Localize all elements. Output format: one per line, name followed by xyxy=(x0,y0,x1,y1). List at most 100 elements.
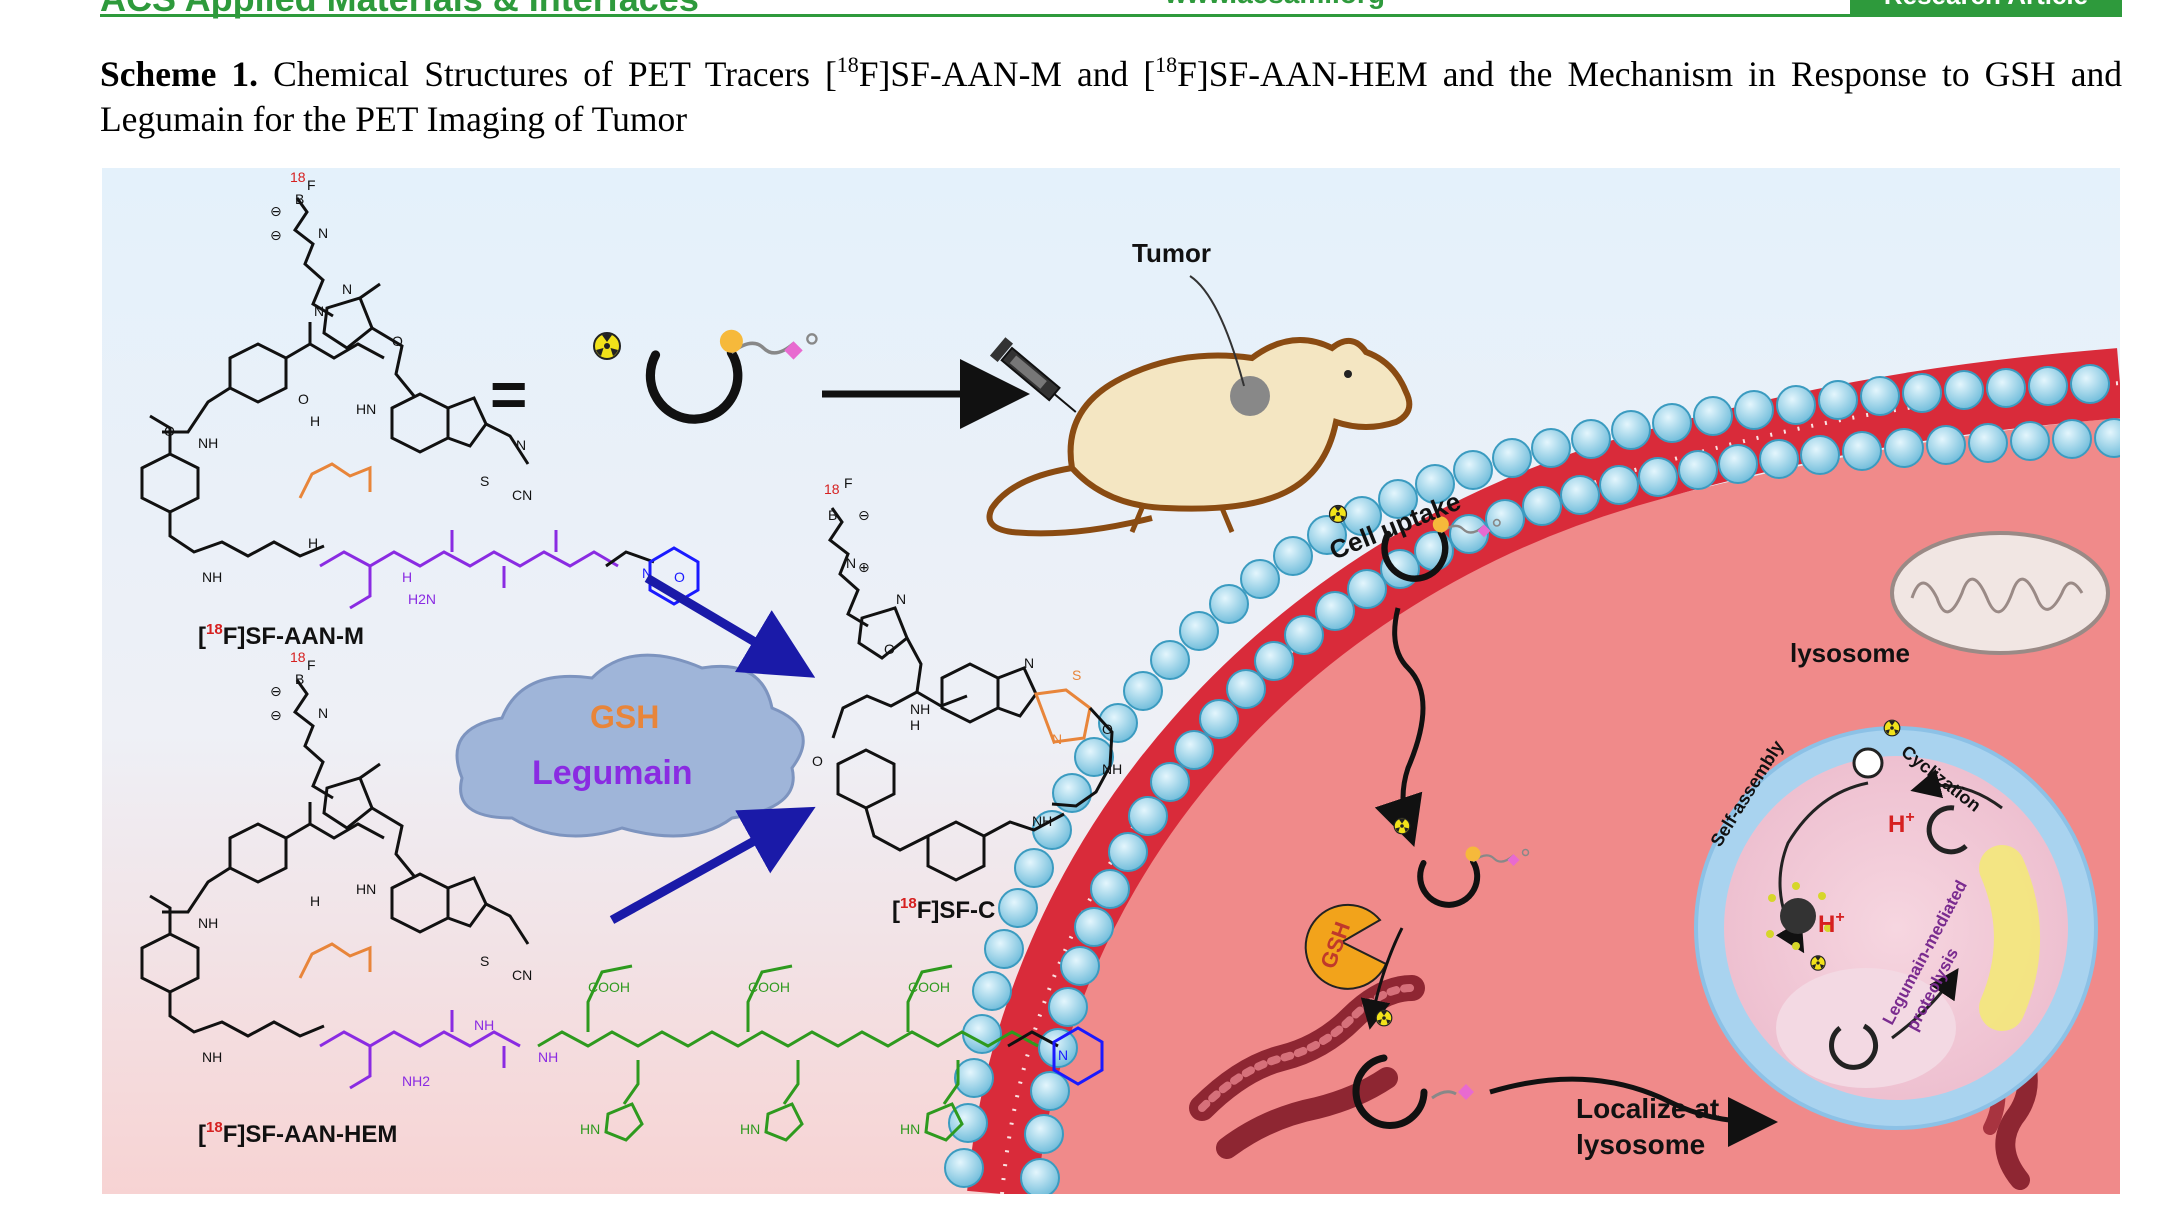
svg-text:H2N: H2N xyxy=(408,591,436,607)
article-type-label: Research Article xyxy=(1850,0,2122,11)
svg-text:H: H xyxy=(402,569,412,585)
gsh-pacman-icon: GSH xyxy=(1304,903,1388,990)
caption-sup-a: 18 xyxy=(836,52,859,77)
structure-sf-c xyxy=(827,507,1114,882)
cell-illustration: GSH xyxy=(944,348,2120,1194)
svg-text:S: S xyxy=(480,953,489,969)
nanoparticle xyxy=(1766,882,1832,950)
tumor-spot xyxy=(1230,376,1270,416)
compound-m-label: [18F]SF-AAN-M xyxy=(198,621,364,650)
structure-sf-aan-hem-peptide xyxy=(298,942,1104,1142)
svg-text:O: O xyxy=(674,569,685,585)
svg-text:HN: HN xyxy=(356,401,376,417)
svg-text:⊖: ⊖ xyxy=(270,227,282,243)
mouse-icon xyxy=(986,337,1413,537)
svg-text:N: N xyxy=(1024,655,1034,671)
svg-text:N: N xyxy=(318,225,328,241)
atom-labels-m: 18 F B ⊖ ⊖ N N N H HN O O S N CN O NH NH… xyxy=(164,169,685,607)
svg-text:NH: NH xyxy=(198,435,218,451)
svg-text:COOH: COOH xyxy=(748,979,790,995)
cloud-legumain-label: Legumain xyxy=(532,754,693,792)
caption-text-a: Chemical Structures of PET Tracers [ xyxy=(258,54,837,94)
cyclization-arrow xyxy=(1910,769,2003,810)
svg-text:O: O xyxy=(298,391,309,407)
scheme-figure: GSH 18 F xyxy=(102,168,2120,1194)
enzyme-cloud xyxy=(455,653,805,838)
svg-text:O: O xyxy=(164,423,175,439)
svg-text:NH: NH xyxy=(1032,813,1052,829)
svg-text:18: 18 xyxy=(290,169,306,185)
svg-text:NH: NH xyxy=(1102,761,1122,777)
uptake-arrow xyxy=(1374,607,1426,847)
svg-text:H: H xyxy=(308,535,318,551)
structure-sf-aan-hem xyxy=(140,679,530,1038)
svg-text:N: N xyxy=(318,705,328,721)
running-header: ACS Applied Materials & Interfaces www.a… xyxy=(0,0,2167,22)
svg-text:N: N xyxy=(642,565,652,581)
svg-text:S: S xyxy=(1072,667,1081,683)
probe-lyso-c xyxy=(1829,1023,1879,1070)
svg-text:CN: CN xyxy=(512,487,532,503)
localize-arrow xyxy=(1489,1076,1778,1147)
svg-text:COOH: COOH xyxy=(908,979,950,995)
svg-text:⊖: ⊖ xyxy=(270,203,282,219)
svg-text:HN: HN xyxy=(900,1121,920,1137)
localize-label-line1: Localize at xyxy=(1576,1093,1719,1124)
atom-labels-c: 18 F B ⊖ ⊕ N N NH H N S N NH O NH O O xyxy=(812,475,1122,829)
svg-text:HN: HN xyxy=(580,1121,600,1137)
svg-text:O: O xyxy=(812,753,823,769)
mitochondrion xyxy=(1890,531,2110,655)
compound-hem-label: [18F]SF-AAN-HEM xyxy=(198,1119,397,1148)
svg-text:S: S xyxy=(480,473,489,489)
radioactive-icon xyxy=(1810,955,1826,971)
svg-text:O: O xyxy=(1102,721,1113,737)
tracer-reduced-cap xyxy=(1458,1084,1474,1100)
svg-text:CN: CN xyxy=(512,967,532,983)
radioactive-icon xyxy=(593,332,621,360)
svg-text:N: N xyxy=(1058,1047,1068,1063)
svg-text:COOH: COOH xyxy=(588,979,630,995)
svg-text:O: O xyxy=(884,641,895,657)
caption-sup-b: 18 xyxy=(1155,52,1178,77)
radioactive-icon xyxy=(1883,719,1901,737)
journal-name: ACS Applied Materials & Interfaces xyxy=(100,0,699,20)
svg-text:NH: NH xyxy=(202,1049,222,1065)
svg-text:NH: NH xyxy=(910,701,930,717)
probe-lyso-b xyxy=(1926,805,1968,855)
svg-text:N: N xyxy=(516,437,526,453)
svg-text:NH2: NH2 xyxy=(402,1073,430,1089)
radioactive-icon xyxy=(1393,817,1411,835)
svg-text:N: N xyxy=(314,303,324,319)
cyclized-probe xyxy=(1852,747,1884,779)
svg-text:F: F xyxy=(307,657,316,673)
svg-text:NH: NH xyxy=(198,915,218,931)
tracer-reduced xyxy=(1352,1054,1428,1129)
lysosome-label: lysosome xyxy=(1790,638,1910,668)
svg-text:B: B xyxy=(295,191,304,207)
tumor-label: Tumor xyxy=(1132,238,1211,268)
svg-text:H: H xyxy=(910,717,920,733)
gsh-arrow xyxy=(1360,927,1404,1030)
svg-text:NH: NH xyxy=(202,569,222,585)
svg-text:F: F xyxy=(844,475,853,491)
membrane-outer-heads xyxy=(944,364,2110,1188)
journal-url[interactable]: www.acsami.org xyxy=(1165,0,1385,10)
atom-labels-hem: 18 F B ⊖ ⊖ N H HN S CN NH NH NH NH NH2 C… xyxy=(198,649,1068,1137)
structure-sf-aan-m xyxy=(140,197,530,558)
article-type-badge: Research Article xyxy=(1850,0,2122,16)
localize-label-line2: lysosome xyxy=(1576,1129,1705,1160)
tracer-reduced-chain xyxy=(1431,1090,1457,1100)
blue-arrow-upper xyxy=(644,574,816,678)
svg-text:18: 18 xyxy=(824,481,840,497)
svg-text:18: 18 xyxy=(290,649,306,665)
syringe-icon xyxy=(989,337,1077,413)
svg-text:N: N xyxy=(1052,731,1062,747)
svg-text:NH: NH xyxy=(538,1049,558,1065)
compound-c-label: [18F]SF-C xyxy=(892,895,995,924)
svg-text:HN: HN xyxy=(740,1121,760,1137)
cloud-gsh-label: GSH xyxy=(590,699,659,735)
svg-text:⊕: ⊕ xyxy=(858,559,870,575)
svg-text:H: H xyxy=(310,893,320,909)
svg-text:⊖: ⊖ xyxy=(270,707,282,723)
svg-text:⊖: ⊖ xyxy=(858,507,870,523)
